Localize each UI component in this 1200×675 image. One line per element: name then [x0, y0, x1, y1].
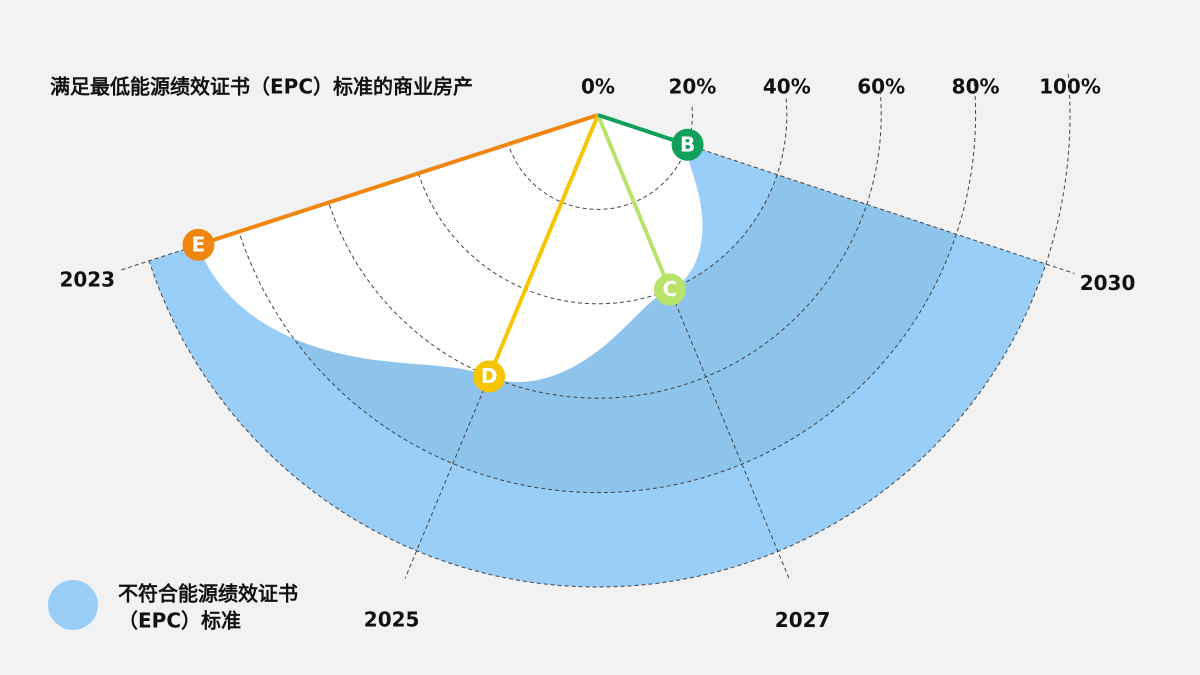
- year-label: 2030: [1080, 271, 1136, 295]
- ring: [507, 106, 693, 210]
- chart-title: 满足最低能源绩效证书（EPC）标准的商业房产: [50, 75, 473, 99]
- r-tick-label: 60%: [857, 75, 905, 99]
- year-line: [669, 289, 790, 580]
- ring: [148, 73, 1071, 588]
- point-label: E: [192, 232, 206, 256]
- year-label: 2027: [775, 608, 831, 632]
- point: [671, 128, 704, 161]
- r-tick-label: 0%: [581, 75, 615, 99]
- year-line: [687, 144, 1075, 274]
- legend-swatch: [48, 580, 98, 630]
- year-line: [404, 376, 490, 579]
- r-tick-label: 80%: [952, 75, 1000, 99]
- r-tick-label: 40%: [763, 75, 811, 99]
- point: [473, 360, 506, 393]
- year-label: 2023: [59, 267, 115, 291]
- connector: [487, 114, 600, 378]
- point-label: B: [680, 132, 695, 156]
- point-label: C: [663, 277, 678, 301]
- r-tick-label: 20%: [668, 75, 716, 99]
- point: [653, 273, 686, 306]
- ring: [328, 90, 882, 399]
- ring: [417, 98, 788, 305]
- r-tick-label: 100%: [1039, 75, 1101, 99]
- connector: [197, 113, 599, 247]
- legend-label: （EPC）标准: [118, 609, 241, 633]
- point: [182, 228, 215, 261]
- legend-label: 不符合能源绩效证书: [118, 582, 298, 606]
- ring: [238, 82, 977, 494]
- point-label: D: [481, 364, 498, 388]
- connector: [596, 114, 672, 291]
- year-label: 2025: [364, 607, 420, 631]
- compliant-area: [198, 115, 703, 382]
